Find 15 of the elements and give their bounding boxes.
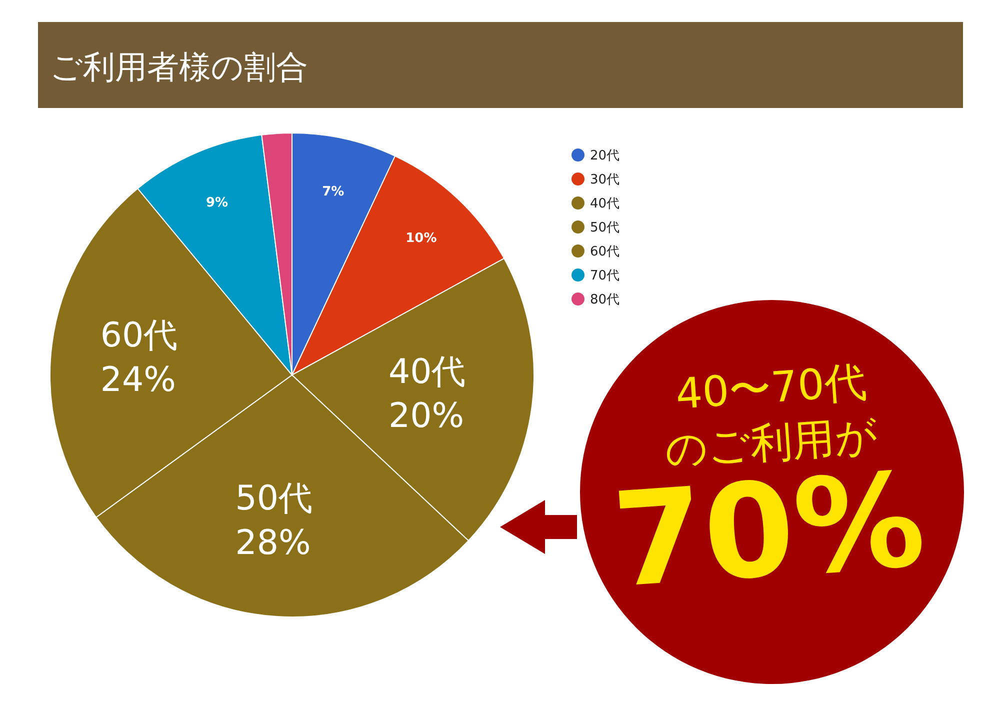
chart-title: ご利用者様の割合 (50, 48, 308, 86)
legend-label: 30代 (590, 172, 620, 188)
data-label: 7% (322, 184, 344, 200)
legend-label: 50代 (590, 220, 620, 236)
legend-label: 40代 (590, 196, 620, 212)
data-label: 60代 24% (100, 316, 178, 400)
data-label: 40代 20% (388, 352, 466, 436)
legend-label: 70代 (590, 268, 620, 284)
data-label: 50代 28% (235, 478, 313, 563)
data-label: 10% (406, 230, 437, 246)
legend-label: 20代 (590, 148, 620, 164)
legend-label: 80代 (590, 292, 620, 308)
legend-label: 60代 (590, 244, 620, 260)
text: 40〜70代 (674, 356, 868, 419)
data-label: 9% (206, 195, 228, 210)
